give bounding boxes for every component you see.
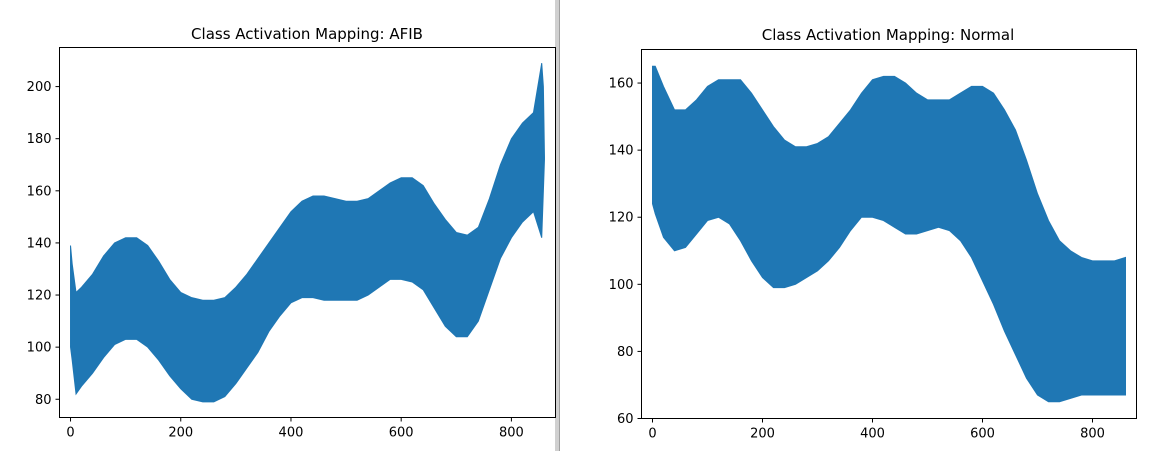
axes-frame [59,47,556,418]
activation-band [70,63,545,403]
y-tick-label: 120 [27,289,52,304]
y-tick-label: 160 [27,184,52,199]
y-tick-label: 80 [617,345,634,360]
tick-layer: 0 200 400 600 800 80 100 120 140 160 180 200 [27,80,524,440]
afib-chart: Class Activation Mapping: AFIB 0 200 400 60… [27,25,556,441]
tick-layer: 0 200 400 600 800 60 80 100 120 140 160 [609,77,1105,442]
activation-band-layer [652,65,1126,403]
x-tick-label: 0 [66,426,74,441]
y-tick-label: 100 [609,278,634,293]
chart-title: Class Activation Mapping: Normal [762,26,1015,44]
y-tick-label: 200 [27,80,52,95]
activation-band [652,65,1126,403]
x-tick-label: 400 [860,427,885,442]
y-tick-label: 140 [609,144,634,159]
y-tick-label: 60 [617,412,634,427]
x-tick-label: 200 [168,426,193,441]
x-tick-label: 600 [389,426,414,441]
x-tick-label: 0 [648,427,656,442]
y-tick-label: 160 [609,77,634,92]
activation-band-layer [70,63,545,403]
x-tick-label: 600 [970,427,995,442]
y-tick-label: 100 [27,341,52,356]
axes-frame [641,49,1137,419]
y-tick-label: 140 [27,236,52,251]
normal-chart: Class Activation Mapping: Normal 0 200 400… [609,26,1137,442]
window-divider-shadow [555,0,559,451]
x-tick-label: 800 [1080,427,1105,442]
y-tick-label: 80 [35,393,52,408]
y-tick-label: 180 [27,132,52,147]
y-tick-label: 120 [609,211,634,226]
x-tick-label: 200 [750,427,775,442]
x-tick-label: 400 [279,426,304,441]
chart-title: Class Activation Mapping: AFIB [191,25,423,43]
x-tick-label: 800 [499,426,524,441]
